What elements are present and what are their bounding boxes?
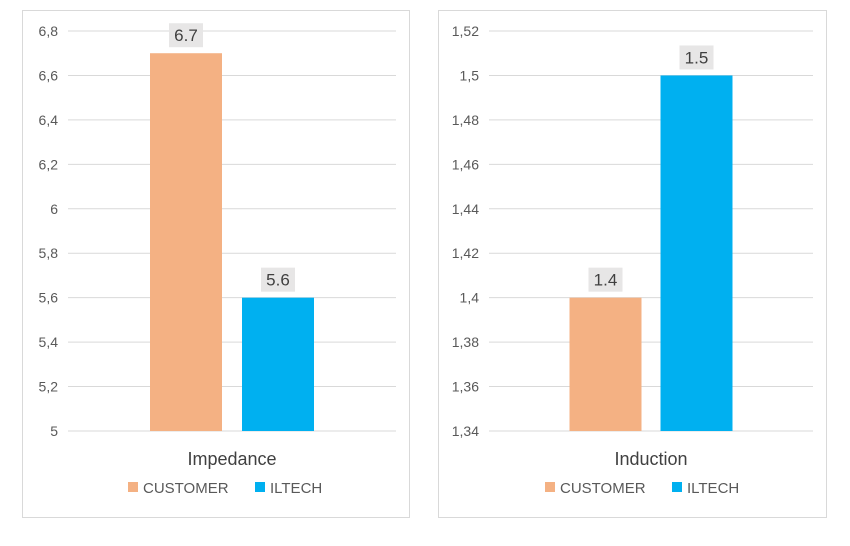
y-tick-label: 1,38 (452, 334, 479, 350)
y-tick-label: 1,36 (452, 379, 479, 395)
y-tick-label: 5,6 (39, 290, 59, 306)
legend-label-customer: CUSTOMER (143, 480, 229, 497)
legend-swatch-customer (128, 482, 138, 492)
y-tick-label: 6,4 (39, 112, 59, 128)
data-label-background (261, 267, 295, 292)
data-label: 1.5 (685, 48, 709, 67)
category-label: Induction (614, 449, 687, 469)
y-tick-label: 1,5 (460, 67, 480, 83)
y-tick-label: 1,46 (452, 156, 479, 172)
legend-swatch-iltech (255, 482, 265, 492)
bar-customer (569, 297, 642, 431)
y-tick-label: 1,44 (452, 201, 479, 217)
legend-label-iltech: ILTECH (687, 480, 739, 497)
y-tick-label: 5 (50, 423, 58, 439)
data-label: 6.7 (174, 26, 198, 45)
data-label: 5.6 (266, 271, 290, 290)
bar-iltech (660, 75, 733, 431)
chart-svg: 1,34 1,36 1,38 1,4 1,42 1,44 1,46 1,48 1,5 1,52 1.… (452, 23, 813, 497)
data-label: 1.4 (594, 271, 618, 290)
chart-svg: 5 5,2 5,4 5,6 5,8 6 6,2 6,4 6,6 6,8 6.7 5.6 Impedanc… (39, 23, 396, 497)
legend-label-iltech: ILTECH (270, 480, 322, 497)
category-label: Impedance (187, 449, 276, 469)
y-tick-label: 1,52 (452, 23, 479, 39)
y-tick-label: 1,48 (452, 112, 479, 128)
y-tick-label: 5,8 (39, 245, 59, 261)
y-tick-label: 1,42 (452, 245, 479, 261)
bar-iltech (242, 297, 314, 431)
y-tick-label: 5,2 (39, 379, 59, 395)
data-label-background (679, 45, 714, 70)
chart-panel-induction: 1,34 1,36 1,38 1,4 1,42 1,44 1,46 1,48 1,5 1,52 1.… (438, 10, 827, 518)
bar-customer (150, 53, 222, 431)
chart-panel-impedance: 5 5,2 5,4 5,6 5,8 6 6,2 6,4 6,6 6,8 6.7 5.6 Impedanc… (22, 10, 410, 518)
legend-label-customer: CUSTOMER (560, 480, 646, 497)
y-tick-label: 6 (50, 201, 58, 217)
data-label-background (588, 267, 623, 292)
y-tick-label: 1,4 (460, 290, 480, 306)
data-label-background (169, 23, 203, 48)
y-tick-label: 6,2 (39, 156, 59, 172)
y-tick-label: 5,4 (39, 334, 59, 350)
y-tick-label: 6,8 (39, 23, 59, 39)
y-tick-label: 6,6 (39, 67, 59, 83)
legend-swatch-iltech (672, 482, 682, 492)
y-tick-label: 1,34 (452, 423, 479, 439)
legend-swatch-customer (545, 482, 555, 492)
